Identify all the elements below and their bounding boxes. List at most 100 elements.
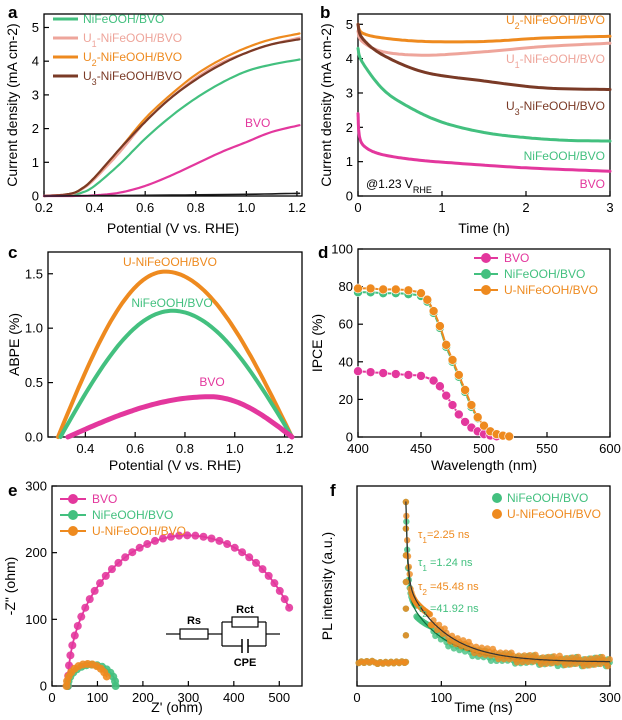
panel-c: 0.4 0.6 0.8 1.0 1.2 0.0 0.5 1.0 1.5 U-NiFeOOH/BVO…	[25, 251, 303, 473]
legend-label: BVO	[92, 492, 117, 506]
y-axis-label: Current density (mA cm-2)	[4, 23, 20, 186]
equivalent-circuit: Rs Rct CPE	[166, 604, 280, 669]
legend-label: NiFeOOH/BVO	[83, 12, 164, 26]
y-tick-label: 2	[32, 121, 39, 136]
data-point	[447, 400, 458, 410]
data-point	[275, 586, 284, 595]
data-point	[416, 371, 426, 381]
series-label: BVO	[580, 177, 605, 191]
data-point	[166, 532, 175, 541]
y-tick-label: 0	[346, 189, 353, 204]
series-line	[356, 112, 612, 173]
text-span: τ	[418, 529, 423, 541]
x-tick-label: 0.4	[76, 441, 94, 456]
x-tick-label: 0.8	[176, 441, 194, 456]
lifetime-annotation: τ1 =1.24 ns	[418, 557, 473, 573]
subscript: 2	[422, 610, 427, 619]
data-point	[264, 571, 273, 580]
series-line	[58, 308, 294, 439]
panel-letter-c: c	[8, 243, 17, 262]
x-axis-label: Time (ns)	[454, 699, 513, 715]
circuit-label-rs: Rs	[187, 615, 201, 627]
y-tick-label: 0	[346, 430, 353, 445]
plot-frame	[51, 485, 303, 687]
series-label: BVO	[199, 375, 224, 389]
resistor-rct	[231, 616, 259, 628]
data-point	[215, 536, 224, 545]
panel-d: 400 450 500 550 600 0 20 40 60 80 100 BVO NiFeOOH/BV…	[331, 242, 621, 474]
lifetime-annotation: τ1=2.25 ns	[418, 529, 470, 545]
x-tick-label: 200	[515, 690, 537, 705]
data-point	[68, 641, 77, 650]
series-line	[356, 22, 612, 44]
subscript: 1	[515, 60, 520, 70]
text-span: τ	[418, 581, 423, 593]
y-tick-label: 0	[32, 189, 39, 204]
data-point	[223, 540, 232, 549]
series-line	[356, 29, 612, 57]
data-point	[428, 375, 439, 386]
y-tick-label: 100	[331, 242, 353, 257]
text-span: =41.92 ns	[427, 603, 479, 615]
data-point	[416, 288, 426, 298]
y-axis-label: Current density (mA cm-2)	[318, 23, 334, 186]
subscript: 1	[422, 536, 427, 545]
x-tick-label: 550	[536, 441, 558, 456]
text-span: τ	[418, 603, 423, 615]
text-span: @1.23 V	[366, 177, 413, 191]
data-point	[422, 294, 433, 305]
legend-marker	[481, 253, 491, 263]
x-tick-label: 300	[599, 690, 621, 705]
legend-label: U-NiFeOOH/BVO	[92, 524, 186, 538]
y-tick-label: 0.0	[25, 430, 43, 445]
y-tick-label: 1.5	[25, 266, 43, 281]
series-label: U1-NiFeOOH/BVO	[506, 52, 605, 70]
y-tick-label: 1.0	[25, 321, 43, 336]
panel-letter-f: f	[330, 481, 336, 500]
data-point	[402, 632, 410, 639]
series-line	[43, 192, 301, 197]
data-point	[102, 672, 111, 681]
data-point	[453, 370, 464, 380]
text-span: =45.48 ns	[427, 581, 479, 593]
y-tick-label: 2	[346, 120, 353, 135]
data-point	[199, 532, 208, 541]
legend-marker	[492, 493, 502, 503]
potential-annotation: @1.23 VRHE	[366, 177, 432, 195]
data-point	[207, 534, 216, 543]
x-tick-label: 1.2	[276, 441, 294, 456]
data-point	[81, 603, 90, 612]
data-point	[390, 369, 401, 379]
data-point	[66, 651, 75, 660]
data-point	[191, 531, 200, 540]
data-point	[280, 595, 289, 604]
subscript: 3	[515, 107, 520, 117]
data-point	[77, 612, 86, 621]
panel-letter-b: b	[320, 3, 330, 22]
series-line	[356, 46, 612, 143]
data-point	[365, 283, 376, 294]
text-span: U	[506, 13, 515, 27]
data-point	[403, 370, 414, 380]
text-span: U	[83, 69, 92, 83]
text-span: NiFeOOH/BVO	[83, 12, 164, 26]
x-tick-label: 400	[223, 690, 245, 705]
series-label: NiFeOOH/BVO	[524, 149, 605, 163]
x-axis-label: Time (h)	[458, 220, 510, 236]
subscript: 3	[92, 77, 97, 87]
x-tick-label: 0.6	[126, 441, 144, 456]
y-tick-label: 4	[32, 54, 39, 69]
y-tick-label: 20	[339, 392, 353, 407]
data-point	[158, 534, 167, 543]
subscript: 1	[92, 39, 97, 49]
resistor-rs	[179, 628, 209, 640]
data-point	[353, 283, 363, 294]
panel-a: 0.2 0.4 0.6 0.8 1.0 1.2012345NiFeOOH/BVOU1-Ni…	[32, 12, 306, 236]
text-span: -NiFeOOH/BVO	[97, 50, 182, 64]
data-point	[435, 321, 445, 331]
data-point	[453, 409, 464, 420]
y-tick-label: 80	[339, 279, 353, 294]
legend-marker	[481, 285, 491, 295]
data-point	[604, 662, 612, 670]
